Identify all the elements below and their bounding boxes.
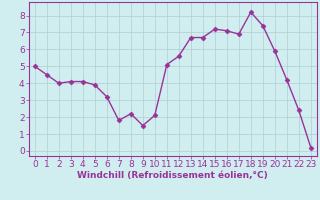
X-axis label: Windchill (Refroidissement éolien,°C): Windchill (Refroidissement éolien,°C) — [77, 171, 268, 180]
